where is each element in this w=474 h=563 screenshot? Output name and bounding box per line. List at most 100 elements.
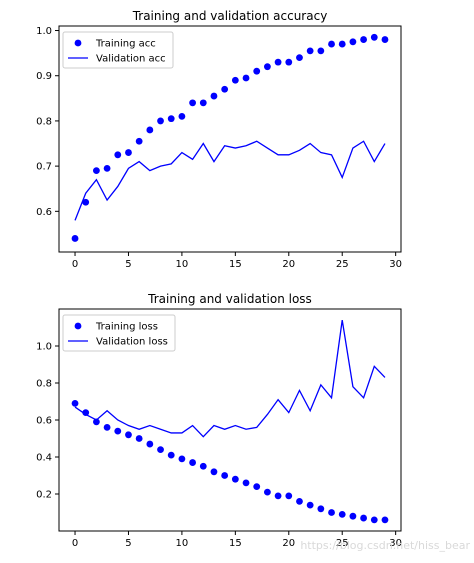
training-acc-point bbox=[71, 235, 79, 242]
training-loss-point bbox=[178, 455, 186, 463]
training-acc-point bbox=[199, 99, 207, 107]
training-loss-point bbox=[114, 427, 122, 435]
training-loss-point bbox=[125, 431, 132, 439]
training-loss-point bbox=[93, 418, 100, 426]
training-acc-point bbox=[178, 113, 186, 120]
training-loss-point bbox=[296, 498, 303, 505]
plot-frame bbox=[58, 25, 402, 253]
training-acc-point bbox=[231, 76, 239, 84]
training-loss-point bbox=[210, 468, 218, 476]
x-tick-label: 20 bbox=[282, 259, 295, 270]
training-acc-point bbox=[360, 36, 367, 43]
watermark: https://blog.csdn.net/hiss_bear bbox=[300, 539, 470, 552]
training-loss-point bbox=[306, 501, 314, 509]
training-loss-point bbox=[370, 516, 378, 524]
training-acc-point bbox=[306, 47, 314, 55]
training-acc-point bbox=[221, 85, 229, 93]
training-acc-point bbox=[264, 63, 271, 71]
training-acc-point bbox=[296, 54, 303, 62]
training-loss-point bbox=[189, 459, 196, 466]
loss-chart: Training and validation loss 0 5 10 15 20 25 30… bbox=[36, 292, 402, 549]
validation-acc-line bbox=[74, 140, 386, 221]
training-loss-point bbox=[221, 472, 229, 479]
x-tick-label: 0 bbox=[72, 259, 78, 270]
y-tick-label: 0.6 bbox=[36, 207, 52, 218]
x-tick-label: 15 bbox=[229, 538, 242, 549]
chart-title: Training and validation accuracy bbox=[132, 9, 328, 23]
y-tick-label: 0.7 bbox=[36, 162, 52, 173]
x-tick-label: 25 bbox=[336, 259, 349, 270]
x-tick-label: 10 bbox=[176, 538, 189, 549]
training-loss-point bbox=[103, 424, 111, 431]
legend-label: Validation loss bbox=[96, 337, 168, 348]
legend-label: Training acc bbox=[95, 39, 156, 50]
training-loss-point bbox=[199, 462, 207, 470]
training-acc-point bbox=[328, 40, 335, 48]
legend: Training acc Validation acc bbox=[62, 31, 174, 69]
training-acc-point bbox=[317, 47, 325, 55]
training-loss-point bbox=[360, 514, 367, 522]
y-tick-label: 0.4 bbox=[36, 453, 52, 464]
training-acc-point bbox=[349, 38, 357, 46]
training-loss-point bbox=[157, 446, 164, 453]
y-tick-label: 0.8 bbox=[36, 116, 52, 127]
legend-box bbox=[62, 314, 176, 352]
legend: Training loss Validation loss bbox=[62, 314, 176, 352]
x-tick-label: 30 bbox=[389, 538, 402, 549]
training-acc-point bbox=[242, 74, 250, 82]
training-loss-point bbox=[167, 451, 175, 459]
training-loss-point bbox=[338, 510, 346, 518]
legend-label: Training loss bbox=[95, 322, 158, 333]
training-acc-point bbox=[370, 33, 378, 41]
legend-box bbox=[62, 31, 174, 69]
training-loss-point bbox=[381, 516, 389, 524]
y-tick-label: 0.2 bbox=[36, 490, 52, 501]
legend-label: Validation acc bbox=[96, 54, 166, 65]
training-loss-point bbox=[82, 409, 90, 416]
y-tick-label: 0.6 bbox=[36, 416, 52, 427]
training-acc-point bbox=[103, 164, 111, 172]
training-acc-point bbox=[285, 58, 293, 66]
training-loss-point bbox=[264, 488, 271, 496]
training-acc-point bbox=[93, 167, 100, 175]
chart-title: Training and validation loss bbox=[147, 292, 312, 306]
training-acc-point bbox=[114, 151, 122, 159]
x-tick-label: 5 bbox=[125, 538, 131, 549]
training-loss-point bbox=[253, 483, 261, 490]
training-loss-point bbox=[285, 492, 293, 500]
training-acc-point bbox=[157, 117, 164, 125]
training-acc-point bbox=[135, 137, 143, 145]
training-loss-point bbox=[349, 512, 357, 520]
training-loss-point bbox=[274, 492, 282, 500]
x-tick-label: 0 bbox=[72, 538, 78, 549]
x-tick-label: 25 bbox=[336, 538, 349, 549]
validation-loss-line bbox=[74, 319, 386, 438]
training-acc-point bbox=[253, 67, 261, 75]
y-tick-label: 0.9 bbox=[36, 71, 52, 82]
training-acc-point bbox=[189, 99, 196, 107]
x-tick-label: 20 bbox=[282, 538, 295, 549]
accuracy-chart: Training and validation accuracy 0 5 10 15 20… bbox=[36, 9, 402, 270]
training-acc-point bbox=[210, 92, 218, 100]
training-loss-point bbox=[328, 509, 335, 516]
training-acc-point bbox=[82, 198, 90, 206]
y-tick-label: 1.0 bbox=[36, 342, 52, 353]
training-loss-legend-marker bbox=[74, 322, 82, 330]
x-tick-label: 15 bbox=[229, 259, 242, 270]
training-acc-point bbox=[146, 126, 154, 134]
x-tick-label: 10 bbox=[176, 259, 189, 270]
y-tick-label: 1.0 bbox=[36, 26, 52, 37]
training-acc-point bbox=[274, 58, 282, 66]
training-loss-point bbox=[135, 435, 143, 442]
training-loss-point bbox=[242, 479, 250, 487]
training-loss-point bbox=[231, 475, 239, 483]
x-tick-label: 30 bbox=[389, 259, 402, 270]
training-acc-point bbox=[125, 149, 132, 156]
training-loss-point bbox=[317, 505, 325, 513]
training-acc-point bbox=[381, 36, 389, 43]
training-acc-point bbox=[167, 115, 175, 123]
y-tick-label: 0.8 bbox=[36, 379, 52, 390]
training-loss-point bbox=[146, 440, 154, 448]
training-loss-point bbox=[71, 399, 79, 407]
